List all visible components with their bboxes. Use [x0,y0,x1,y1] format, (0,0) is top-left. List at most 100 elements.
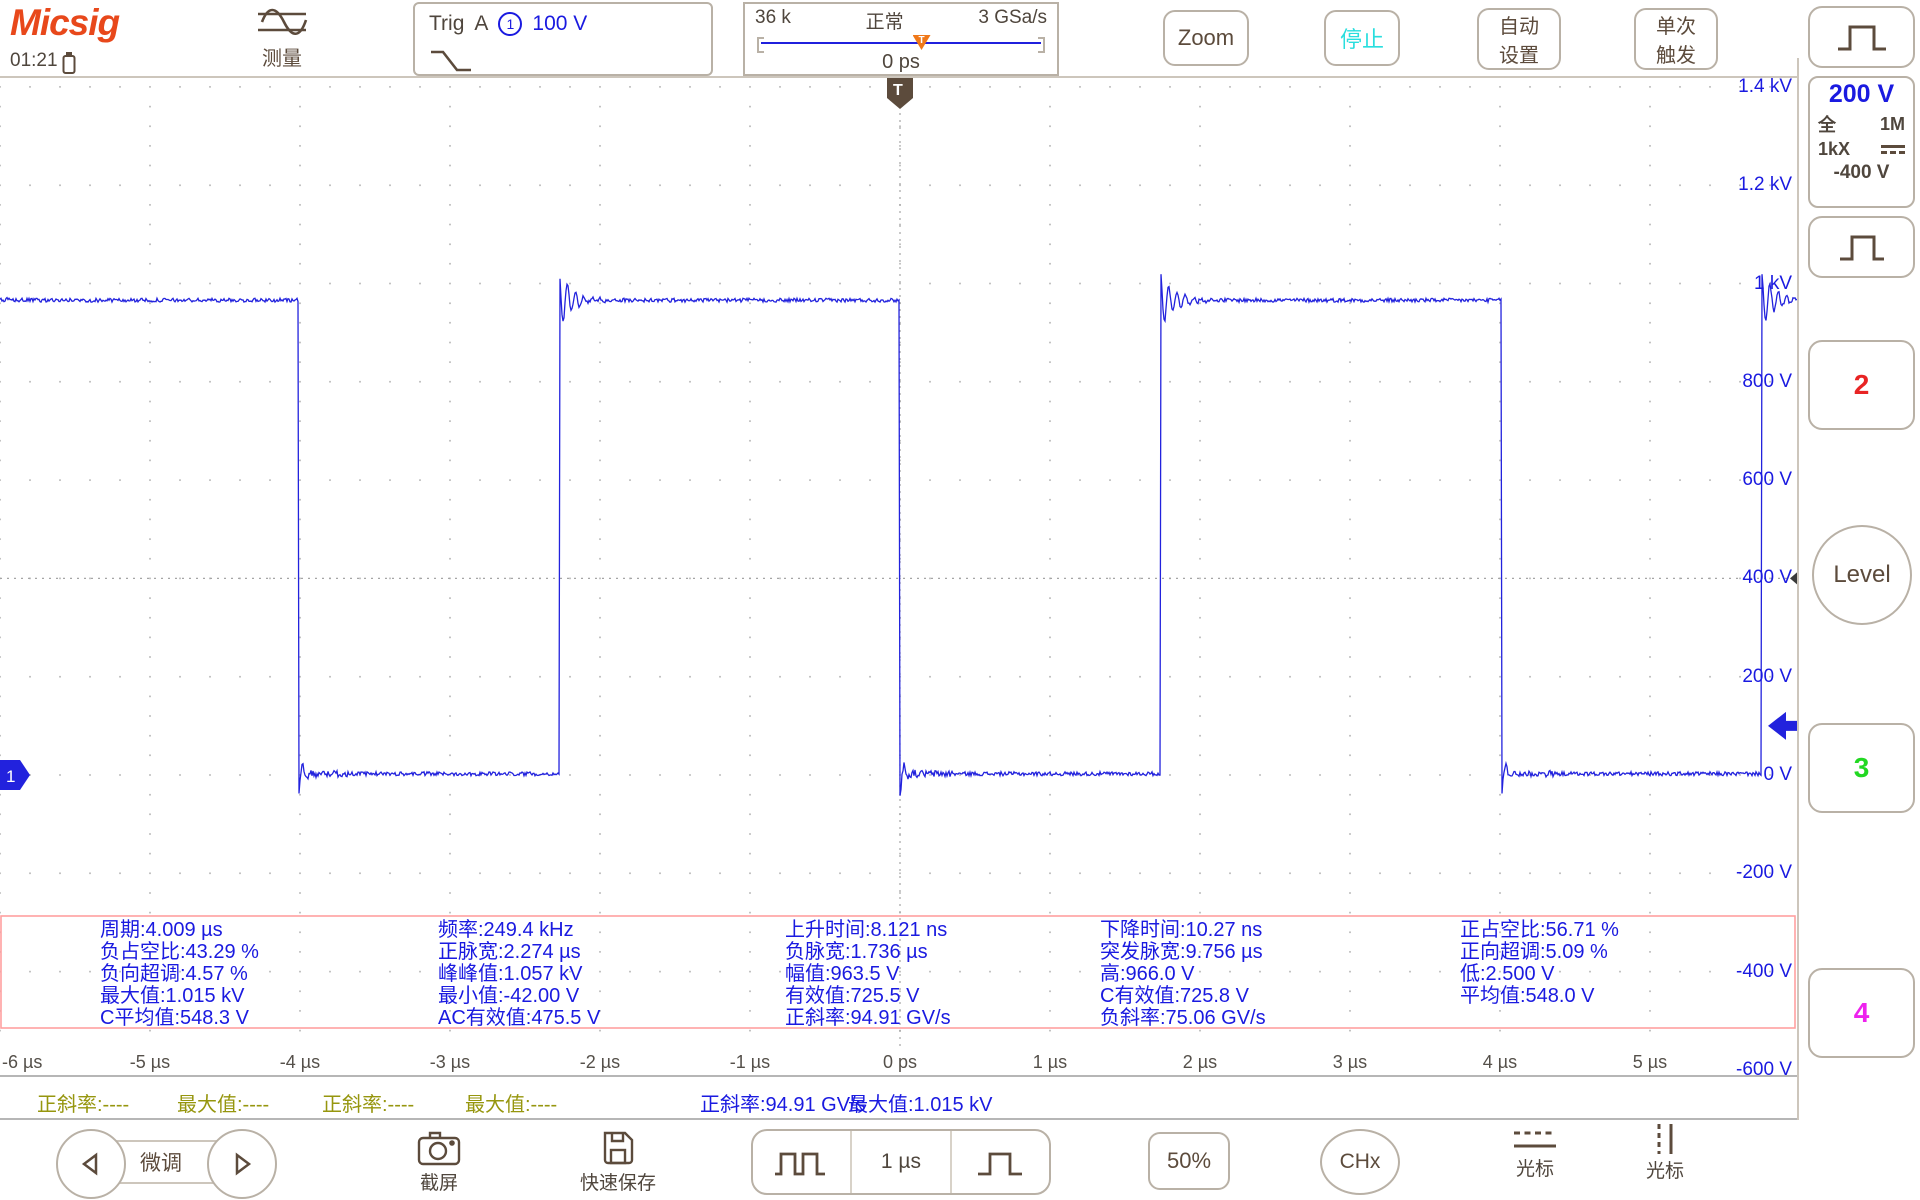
record-position-slider[interactable]: T [757,35,1045,53]
trig-channel: A [474,12,489,35]
trigger-mode: 正常 [865,12,904,33]
measurement-region-border [0,915,1796,1029]
measurement-value: 正向超调:5.09 % [1460,941,1608,963]
pulse-icon [1837,25,1886,51]
trigger-type-button[interactable] [1808,6,1915,68]
summary-measurement: 最大值:---- [465,1094,558,1116]
summary-measurement: 最大值:---- [177,1094,270,1116]
measurement-value: 正占空比:56.71 % [1460,919,1619,941]
pulse-icon [1839,235,1884,261]
measurement-value: 下降时间:10.27 ns [1100,919,1263,941]
channel4-button[interactable]: 4 [1808,968,1915,1058]
fine-tune-right-button[interactable] [207,1129,277,1199]
x-axis-label: 3 µs [1332,1052,1368,1072]
measurement-column: 频率:249.4 kHz 正脉宽:2.274 µs 峰峰值:1.057 kV 最小值:… [438,919,600,1029]
slider-left-cap [757,37,764,53]
screenshot-label: 截屏 [419,1173,458,1194]
trigger-delay: 0 ps [882,51,920,73]
measurement-value: 负斜率:75.06 GV/s [1100,1007,1266,1029]
measurement-value: 高:966.0 V [1100,963,1195,985]
channel-1-badge: 1 [498,12,523,36]
measurement-value: 负向超调:4.57 % [100,963,248,985]
trigger-settings-panel[interactable]: Trig A 1 100 V [413,2,713,76]
summary-strip-bottom-border [0,1118,1797,1120]
channel3-button[interactable]: 3 [1808,723,1915,813]
stop-button[interactable]: 停止 [1324,10,1400,66]
waveform-display[interactable]: T1 [0,78,1797,1048]
y-axis-label: 1.2 kV [1738,174,1792,196]
x-axis-label: -6 µs [2,1052,43,1072]
cursor-label: 光标 [1515,1159,1554,1180]
channel1-zero-marker[interactable] [0,760,30,790]
auto-setup-line1: 自动 [1499,16,1539,38]
measurement-value: 峰峰值:1.057 kV [438,963,583,985]
pulse-trigger-button[interactable] [949,1131,1049,1193]
y-axis-label: -200 V [1736,862,1792,884]
channel-select-button[interactable]: CHx [1320,1129,1400,1195]
trigger-level-button[interactable]: Level [1812,525,1912,625]
acquisition-panel[interactable]: 36 k 正常 3 GSa/s T 0 ps [743,2,1059,76]
measurement-value: C有效值:725.8 V [1100,985,1249,1007]
y-axis-label: 800 V [1742,370,1792,392]
x-axis-label: 1 µs [1032,1052,1068,1072]
measurement-value: 正斜率:94.91 GV/s [785,1007,951,1029]
y-axis-label: 1.4 kV [1738,75,1792,97]
screenshot-button[interactable]: 截屏 [400,1128,478,1195]
summary-strip-top-border [0,1075,1797,1077]
x-axis-label: 5 µs [1632,1052,1668,1072]
y-axis-label: 600 V [1742,469,1792,491]
channel1-zero-label: 1 [6,767,15,786]
y-axis-label: -400 V [1736,960,1792,982]
x-axis-label: 4 µs [1482,1052,1518,1072]
waveform-trace[interactable] [0,274,1797,796]
measurement-column: 上升时间:8.121 ns 负脉宽:1.736 µs 幅值:963.5 V 有效值:7… [785,919,951,1029]
multi-pulse-icon [774,1152,825,1176]
vertical-cursor-button[interactable]: 光标 [1630,1122,1700,1183]
vertical-cursor-icon [1657,1124,1673,1154]
ch1-impedance: 1M [1879,113,1905,134]
measurement-value: 正脉宽:2.274 µs [438,941,581,963]
x-axis-label: -3 µs [429,1052,471,1072]
pulse-icon [978,1152,1023,1176]
auto-setup-button[interactable]: 自动 设置 [1477,8,1561,70]
trig-label: Trig [429,12,465,35]
ch1-scale: 200 V [1828,80,1895,108]
status-clock: 01:21 [10,50,78,76]
fine-tune-left-button[interactable] [56,1129,126,1199]
single-trigger-button[interactable]: 单次 触发 [1634,8,1718,70]
y-axis-label: -600 V [1736,1058,1792,1080]
zoom-button[interactable]: Zoom [1163,10,1249,66]
trigger-level-marker[interactable] [1768,711,1797,740]
timebase-value[interactable]: 1 µs [850,1131,949,1193]
channel2-button[interactable]: 2 [1808,340,1915,430]
measurement-value: 负脉宽:1.736 µs [785,941,928,963]
measurement-value: 上升时间:8.121 ns [785,919,948,941]
left-arrow-icon [81,1152,98,1176]
trigger-position-marker[interactable]: T [912,35,931,50]
clock-text: 01:21 [10,50,58,71]
single-pulse-button[interactable] [1808,216,1915,278]
summary-measurement: 最大值:1.015 kV [848,1094,993,1116]
cursor-label: 光标 [1645,1161,1684,1182]
trigger-time-marker-label: T [893,82,903,99]
measurement-value: 有效值:725.5 V [785,985,920,1007]
measure-button[interactable]: 测量 [250,4,314,71]
measurement-value: 负占空比:43.29 % [100,941,259,963]
y-axis-label: 400 V [1742,567,1792,589]
measurement-value: 频率:249.4 kHz [438,919,574,941]
channel1-settings-panel[interactable]: 200 V 全 1M 1kX -400 V [1808,76,1915,208]
multi-pulse-button[interactable] [753,1131,850,1193]
measurement-column: 正占空比:56.71 % 正向超调:5.09 % 低:2.500 V 平均值:548.… [1460,919,1619,1007]
falling-edge-icon [429,48,473,74]
x-axis-label: 0 ps [882,1052,918,1072]
measurement-value: AC有效值:475.5 V [438,1007,601,1029]
dc-coupling-icon [1881,145,1905,154]
x-axis-label: 2 µs [1182,1052,1218,1072]
horizontal-cursor-button[interactable]: 光标 [1500,1128,1570,1181]
battery-icon [60,50,78,76]
quick-save-button[interactable]: 快速保存 [568,1128,668,1195]
trigger-50-percent-button[interactable]: 50% [1148,1132,1230,1190]
sine-wave-icon [250,4,314,40]
trigger-time-marker[interactable] [887,78,913,109]
summary-measurement: 正斜率:---- [322,1094,415,1116]
